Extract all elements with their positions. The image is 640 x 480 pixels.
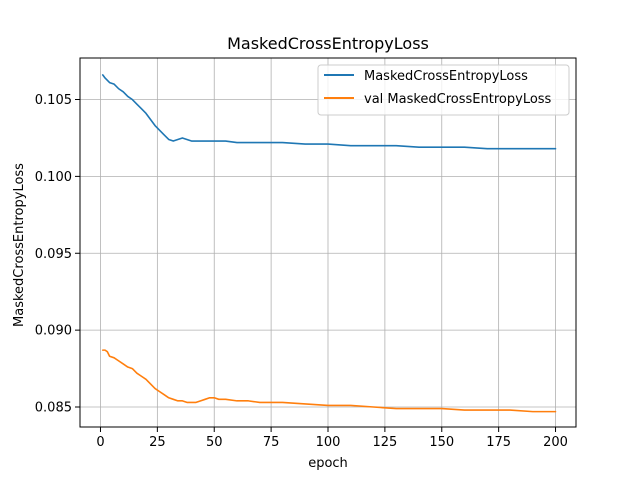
x-tick-label: 125 bbox=[372, 435, 397, 450]
x-tick-label: 150 bbox=[429, 435, 454, 450]
series-line-train bbox=[101, 74, 557, 150]
y-axis-label: MaskedCrossEntropyLoss bbox=[12, 163, 27, 327]
x-axis-label: epoch bbox=[308, 456, 348, 471]
axis-ticks: 0 25 50 75 100 125 150 175 200 0.085 0.090 0.095 0.1… bbox=[35, 93, 568, 450]
y-tick-label: 0.085 bbox=[35, 401, 72, 416]
x-tick-label: 50 bbox=[206, 435, 223, 450]
x-tick-label: 0 bbox=[96, 435, 104, 450]
y-tick-label: 0.100 bbox=[35, 170, 72, 185]
series-line-val bbox=[101, 349, 557, 413]
x-tick-label: 25 bbox=[149, 435, 166, 450]
x-tick-label: 175 bbox=[486, 435, 511, 450]
chart-title: MaskedCrossEntropyLoss bbox=[227, 34, 429, 53]
legend-label-val: val MaskedCrossEntropyLoss bbox=[364, 92, 552, 107]
series-lines bbox=[101, 74, 557, 413]
legend-box bbox=[317, 64, 570, 116]
legend-label-train: MaskedCrossEntropyLoss bbox=[364, 69, 528, 84]
x-tick-label: 75 bbox=[263, 435, 280, 450]
y-tick-label: 0.095 bbox=[35, 247, 72, 262]
x-tick-label: 100 bbox=[316, 435, 341, 450]
y-tick-label: 0.105 bbox=[35, 93, 72, 108]
x-tick-label: 200 bbox=[543, 435, 568, 450]
y-tick-label: 0.090 bbox=[35, 324, 72, 339]
legend: MaskedCrossEntropyLoss val MaskedCrossEn… bbox=[317, 64, 570, 116]
